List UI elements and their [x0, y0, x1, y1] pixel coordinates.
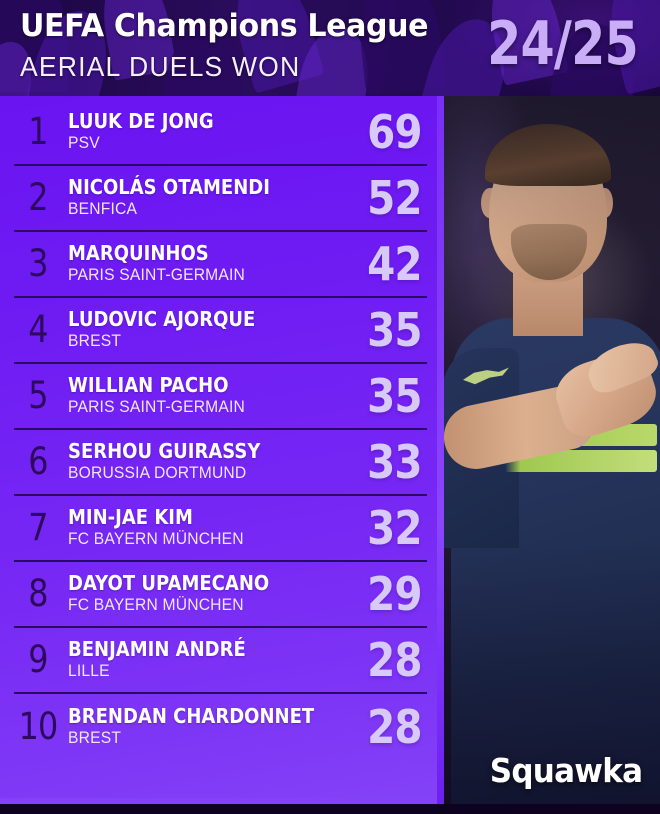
- table-row[interactable]: 4 LUDOVIC AJORQUE BREST 35: [14, 298, 427, 364]
- player-name: MIN-JAE KIM: [68, 504, 193, 529]
- player-name: BENJAMIN ANDRÉ: [68, 636, 246, 661]
- stat-value: 33: [367, 435, 422, 489]
- player-info: NICOLÁS OTAMENDI BENFICA: [62, 174, 331, 221]
- team-name: LILLE: [68, 660, 110, 680]
- rank-number: 10: [18, 705, 59, 748]
- rank-number: 6: [28, 440, 48, 483]
- team-name: BREST: [68, 727, 122, 747]
- team-name: BORUSSIA DORTMUND: [68, 462, 247, 482]
- rank-number: 1: [28, 110, 48, 153]
- rank-number: 4: [28, 308, 48, 351]
- season-label: 24/25: [487, 9, 639, 79]
- player-info: SERHOU GUIRASSY BORUSSIA DORTMUND: [62, 438, 331, 485]
- rank-number: 7: [28, 506, 48, 549]
- player-name: BRENDAN CHARDONNET: [68, 703, 315, 728]
- bottom-bar: [0, 804, 660, 814]
- rank-number: 9: [28, 638, 48, 681]
- stat-value: 32: [367, 501, 422, 555]
- photo-vignette: [437, 96, 660, 814]
- player-info: BRENDAN CHARDONNET BREST: [62, 703, 331, 750]
- table-row[interactable]: 5 WILLIAN PACHO PARIS SAINT-GERMAIN 35: [14, 364, 427, 430]
- team-name: FC BAYERN MÜNCHEN: [68, 594, 244, 614]
- player-info: WILLIAN PACHO PARIS SAINT-GERMAIN: [62, 372, 331, 419]
- player-info: BENJAMIN ANDRÉ LILLE: [62, 636, 331, 683]
- competition-title: UEFA Champions League: [20, 8, 429, 44]
- team-name: PARIS SAINT-GERMAIN: [68, 396, 246, 416]
- header-banner: UEFA Champions League AERIAL DUELS WON 2…: [0, 0, 660, 96]
- team-name: BENFICA: [68, 198, 138, 218]
- player-info: LUUK DE JONG PSV: [62, 108, 331, 155]
- player-photo: [437, 96, 660, 814]
- player-name: LUDOVIC AJORQUE: [68, 306, 256, 331]
- photo-left-accent-strip: [437, 96, 444, 814]
- stat-value: 52: [367, 171, 422, 225]
- header-text-block: UEFA Champions League AERIAL DUELS WON: [20, 4, 441, 86]
- stat-value: 29: [367, 567, 422, 621]
- rank-number: 8: [28, 572, 48, 615]
- table-row[interactable]: 3 MARQUINHOS PARIS SAINT-GERMAIN 42: [14, 232, 427, 298]
- player-name: WILLIAN PACHO: [68, 372, 229, 397]
- list-bottom-edge: [0, 798, 437, 804]
- stat-value: 35: [367, 303, 422, 357]
- squawka-logo: Squawka: [489, 751, 642, 790]
- ucl-starball-pattern: [0, 0, 660, 96]
- player-name: DAYOT UPAMECANO: [68, 570, 270, 595]
- stat-value: 69: [367, 105, 422, 159]
- rank-number: 5: [28, 374, 48, 417]
- ranking-list: 1 LUUK DE JONG PSV 69 2 NICOLÁS OTAMENDI…: [0, 96, 437, 805]
- player-name: SERHOU GUIRASSY: [68, 438, 261, 463]
- table-row[interactable]: 1 LUUK DE JONG PSV 69: [14, 100, 427, 166]
- rank-number: 2: [28, 176, 48, 219]
- table-row[interactable]: 2 NICOLÁS OTAMENDI BENFICA 52: [14, 166, 427, 232]
- player-name: MARQUINHOS: [68, 240, 209, 265]
- stat-value: 35: [367, 369, 422, 423]
- stat-value: 28: [367, 700, 422, 754]
- table-row[interactable]: 6 SERHOU GUIRASSY BORUSSIA DORTMUND 33: [14, 430, 427, 496]
- table-row[interactable]: 10 BRENDAN CHARDONNET BREST 28: [14, 694, 427, 760]
- team-name: PARIS SAINT-GERMAIN: [68, 264, 246, 284]
- player-name: LUUK DE JONG: [68, 108, 214, 133]
- stat-title: AERIAL DUELS WON: [20, 51, 301, 82]
- stat-value: 28: [367, 633, 422, 687]
- player-info: MARQUINHOS PARIS SAINT-GERMAIN: [62, 240, 331, 287]
- player-info: DAYOT UPAMECANO FC BAYERN MÜNCHEN: [62, 570, 331, 617]
- player-name: NICOLÁS OTAMENDI: [68, 174, 270, 199]
- player-info: MIN-JAE KIM FC BAYERN MÜNCHEN: [62, 504, 331, 551]
- table-row[interactable]: 8 DAYOT UPAMECANO FC BAYERN MÜNCHEN 29: [14, 562, 427, 628]
- team-name: PSV: [68, 132, 100, 152]
- stat-value: 42: [367, 237, 422, 291]
- table-row[interactable]: 7 MIN-JAE KIM FC BAYERN MÜNCHEN 32: [14, 496, 427, 562]
- team-name: BREST: [68, 330, 122, 350]
- table-row[interactable]: 9 BENJAMIN ANDRÉ LILLE 28: [14, 628, 427, 694]
- rank-number: 3: [28, 242, 48, 285]
- team-name: FC BAYERN MÜNCHEN: [68, 528, 244, 548]
- player-info: LUDOVIC AJORQUE BREST: [62, 306, 331, 353]
